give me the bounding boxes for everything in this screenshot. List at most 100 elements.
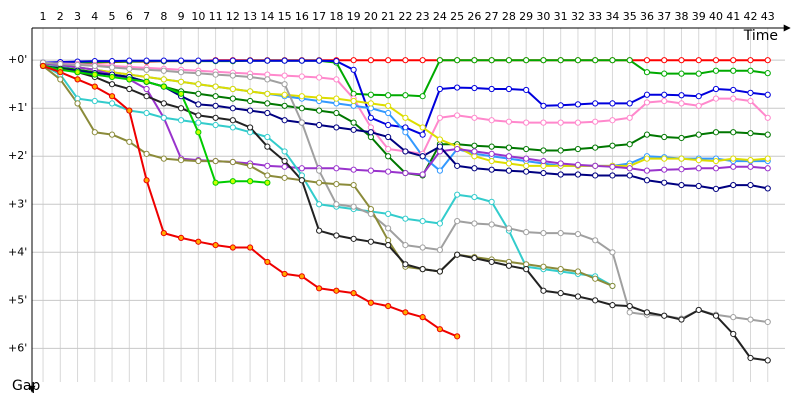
- data-point: [264, 57, 271, 64]
- x-tick-label: 35: [623, 10, 637, 23]
- data-point: [730, 155, 737, 162]
- data-point: [419, 266, 426, 273]
- data-point: [540, 147, 547, 154]
- data-point: [247, 178, 254, 185]
- data-point: [488, 157, 495, 165]
- data-point: [523, 229, 530, 236]
- data-point: [419, 124, 426, 131]
- data-point: [281, 270, 288, 278]
- data-point: [108, 131, 116, 138]
- data-point: [316, 94, 323, 101]
- data-point: [488, 221, 495, 228]
- data-point: [212, 83, 219, 90]
- data-point: [126, 76, 133, 83]
- x-tick-label: 14: [260, 10, 274, 23]
- data-point: [177, 117, 185, 124]
- x-tick-label: 10: [191, 10, 205, 23]
- x-tick-label: 43: [761, 10, 775, 23]
- data-point: [678, 70, 685, 77]
- data-point: [712, 312, 720, 319]
- data-point: [316, 227, 323, 234]
- data-point: [523, 162, 530, 169]
- data-point: [402, 148, 409, 155]
- data-point: [764, 357, 771, 364]
- data-point: [730, 163, 737, 170]
- data-point: [298, 119, 305, 126]
- data-point: [57, 69, 64, 76]
- data-point: [316, 121, 323, 129]
- data-point: [661, 97, 668, 105]
- data-point: [764, 57, 771, 64]
- data-point: [247, 124, 254, 131]
- x-tick-label: 2: [57, 10, 64, 23]
- data-point: [661, 312, 668, 319]
- data-point: [712, 185, 720, 193]
- x-tick-label: 36: [640, 10, 654, 23]
- data-point: [712, 157, 720, 165]
- data-point: [505, 167, 513, 174]
- x-tick-label: 37: [657, 10, 671, 23]
- data-point: [764, 131, 771, 138]
- data-point: [712, 129, 720, 136]
- data-point: [91, 62, 98, 70]
- data-point: [730, 57, 737, 64]
- data-point: [471, 148, 478, 155]
- data-point: [385, 145, 392, 153]
- data-point: [281, 91, 288, 98]
- x-tick-label: 7: [143, 10, 150, 23]
- data-point: [402, 242, 409, 249]
- data-point: [143, 150, 150, 157]
- data-point: [695, 102, 702, 109]
- data-point: [298, 57, 305, 64]
- data-point: [177, 156, 185, 164]
- data-point: [298, 165, 305, 172]
- data-point: [402, 92, 409, 99]
- data-point: [505, 160, 513, 167]
- data-point: [229, 95, 236, 102]
- data-point: [712, 95, 720, 102]
- data-point: [333, 95, 340, 102]
- data-point: [764, 91, 771, 98]
- data-point: [592, 118, 599, 125]
- data-point: [281, 102, 288, 109]
- data-point: [540, 119, 547, 126]
- x-tick-label: 19: [347, 10, 361, 23]
- data-point: [730, 181, 737, 189]
- x-tick-label: 16: [295, 10, 309, 23]
- data-point: [592, 162, 599, 169]
- data-point: [471, 114, 478, 121]
- data-point: [229, 117, 236, 124]
- data-point: [419, 217, 426, 225]
- data-point: [436, 85, 444, 93]
- data-point: [195, 90, 202, 97]
- data-point: [505, 85, 513, 93]
- data-point: [229, 105, 236, 112]
- data-point: [471, 254, 478, 262]
- data-point: [229, 158, 236, 166]
- data-point: [350, 235, 357, 242]
- data-point: [730, 86, 737, 94]
- data-point: [402, 309, 409, 316]
- data-point: [367, 167, 374, 174]
- data-point: [764, 318, 771, 326]
- data-point: [436, 136, 444, 143]
- data-point: [281, 163, 288, 170]
- data-point: [695, 306, 702, 314]
- data-point: [126, 65, 133, 72]
- data-point: [281, 148, 288, 155]
- data-point: [678, 57, 685, 64]
- data-point: [695, 57, 702, 64]
- data-point: [436, 57, 444, 64]
- data-point: [229, 72, 236, 79]
- data-point: [488, 258, 495, 266]
- data-point: [626, 57, 633, 64]
- data-point: [229, 244, 236, 251]
- x-tick-label: 42: [743, 10, 757, 23]
- data-point: [350, 166, 357, 173]
- data-point: [264, 76, 271, 83]
- data-point: [609, 142, 616, 149]
- data-point: [488, 198, 495, 205]
- x-tick-label: 24: [433, 10, 447, 23]
- data-point: [247, 97, 254, 105]
